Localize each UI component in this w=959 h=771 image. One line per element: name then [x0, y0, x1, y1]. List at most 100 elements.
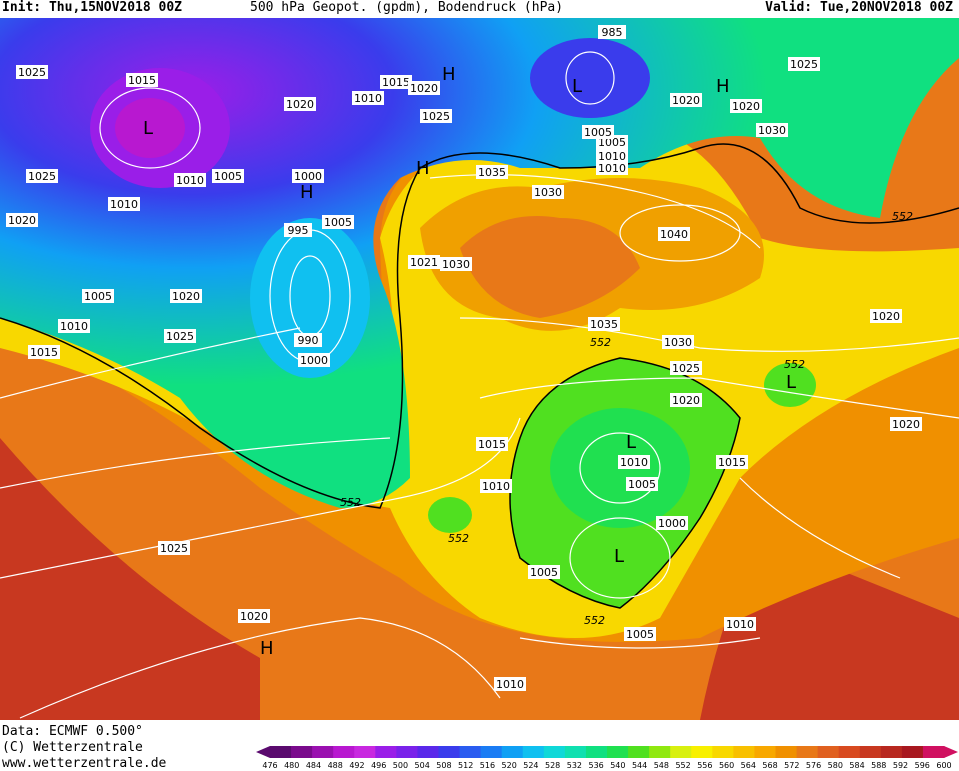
colorbar-tick-label: 540 — [610, 761, 625, 770]
pressure-center: H — [260, 638, 274, 659]
field-atlantic-low — [250, 218, 370, 378]
colorbar-tick-label: 488 — [328, 761, 343, 770]
pressure-label: 1010 — [620, 456, 648, 469]
pressure-label: 1020 — [892, 418, 920, 431]
colorbar-tick-label: 572 — [784, 761, 799, 770]
pressure-label: 1020 — [8, 214, 36, 227]
colorbar-tick-label: 508 — [436, 761, 451, 770]
footer-bar: Data: ECMWF 0.500° (C) Wetterzentrale ww… — [0, 720, 959, 771]
pressure-label: 1020 — [672, 394, 700, 407]
pressure-label: 1025 — [672, 362, 700, 375]
pressure-center: L — [626, 432, 636, 453]
pressure-center: L — [786, 372, 796, 393]
pressure-center: H — [416, 158, 430, 179]
colorbar-cell — [375, 746, 397, 758]
field-arctic-low-core — [115, 98, 185, 158]
pressure-label: 1000 — [294, 170, 322, 183]
pressure-label: 1005 — [626, 628, 654, 641]
pressure-center: H — [300, 182, 314, 203]
colorbar-cell — [291, 746, 313, 758]
colorbar-cell — [691, 746, 713, 758]
colorbar-cell — [649, 746, 671, 758]
field-north-low — [530, 38, 650, 118]
colorbar-labels: 476 480 484 488 492 496 500 504 508 512 516 520 524 5… — [262, 761, 951, 770]
colorbar-cell — [670, 746, 692, 758]
colorbar-cell — [838, 746, 861, 758]
colorbar-cell — [522, 746, 545, 758]
pressure-label: 1015 — [478, 438, 506, 451]
pressure-label: 1010 — [726, 618, 754, 631]
colorbar-cell — [607, 746, 629, 758]
colorbar-tick-label: 568 — [762, 761, 777, 770]
colorbar-cell — [628, 746, 650, 758]
colorbar-tick-label: 528 — [545, 761, 560, 770]
pressure-label: 1010 — [60, 320, 88, 333]
pressure-label: 1025 — [18, 66, 46, 79]
pressure-label: 1025 — [28, 170, 56, 183]
pressure-label: 1020 — [240, 610, 268, 623]
pressure-label: 1000 — [300, 354, 328, 367]
colorbar-cell — [396, 746, 418, 758]
pressure-label: 1020 — [672, 94, 700, 107]
colorbar-tick-label: 532 — [567, 761, 582, 770]
contour-552-low — [509, 357, 741, 609]
colorbar-tick-label: 564 — [741, 761, 756, 770]
pressure-label: 1025 — [422, 110, 450, 123]
pressure-label: 1005 — [324, 216, 352, 229]
colorbar-tick-label: 504 — [415, 761, 430, 770]
pressure-label: 1015 — [718, 456, 746, 469]
pressure-label: 1015 — [128, 74, 156, 87]
weather-map: 1025 1015 1020 1010 1015 1020 1025 985 1… — [0, 18, 959, 720]
pressure-label: 1005 — [598, 136, 626, 149]
geopotential-label: 552 — [584, 614, 605, 627]
pressure-label: 1030 — [442, 258, 470, 271]
colorbar-cell — [480, 746, 503, 758]
pressure-label: 1030 — [664, 336, 692, 349]
colorbar-cell — [312, 746, 334, 758]
colorbar-arrow-left — [256, 746, 270, 758]
pressure-label: 1010 — [598, 150, 626, 163]
pressure-label: 1005 — [584, 126, 612, 139]
colorbar-cell — [733, 746, 755, 758]
pressure-label: 1010 — [176, 174, 204, 187]
pressure-label: 1025 — [790, 58, 818, 71]
header-bar: Init: Thu,15NOV2018 00Z 500 hPa Geopot. … — [0, 0, 959, 18]
colorbar-tick-label: 576 — [806, 761, 821, 770]
copyright: (C) Wetterzentrale — [2, 740, 143, 755]
pressure-label: 1021 — [410, 256, 438, 269]
pressure-label: 1030 — [534, 186, 562, 199]
website-url: www.wetterzentrale.de — [2, 756, 167, 771]
colorbar-cell — [859, 746, 882, 758]
colorbar-cell — [775, 746, 798, 758]
field-high-core — [460, 216, 640, 318]
pressure-label: 1030 — [758, 124, 786, 137]
pressure-label: 1020 — [286, 98, 314, 111]
colorbar-cell — [754, 746, 776, 758]
geopotential-label: 552 — [590, 336, 611, 349]
pressure-label: 1010 — [110, 198, 138, 211]
pressure-centers: L L H H H H L L L H — [143, 64, 796, 659]
pressure-label: 1010 — [598, 162, 626, 175]
field-north-cold — [0, 18, 959, 508]
map-title: 500 hPa Geopot. (gpdm), Bodendruck (hPa) — [250, 0, 564, 15]
pressure-label: 1020 — [872, 310, 900, 323]
colorbar-tick-label: 476 — [262, 761, 277, 770]
colorbar-cell — [712, 746, 734, 758]
colorbar-tick-label: 592 — [893, 761, 908, 770]
colorbar-cell — [333, 746, 355, 758]
pressure-labels: 1025 1015 1020 1010 1015 1020 1025 985 1… — [6, 25, 922, 691]
pressure-label: 1010 — [482, 480, 510, 493]
colorbar-tick-label: 524 — [523, 761, 538, 770]
colorbar-cell — [901, 746, 924, 758]
colorbar-tick-label: 484 — [306, 761, 321, 770]
colorbar-cell — [459, 746, 482, 758]
colorbar-cell — [438, 746, 461, 758]
colorbar-tick-label: 496 — [371, 761, 386, 770]
isobars — [0, 51, 959, 719]
colorbar-cell — [564, 746, 587, 758]
pressure-label: 1040 — [660, 228, 688, 241]
pressure-label: 1020 — [410, 82, 438, 95]
field-south-red — [0, 438, 260, 720]
pressure-label: 1025 — [166, 330, 194, 343]
geopotential-label: 552 — [892, 210, 913, 223]
